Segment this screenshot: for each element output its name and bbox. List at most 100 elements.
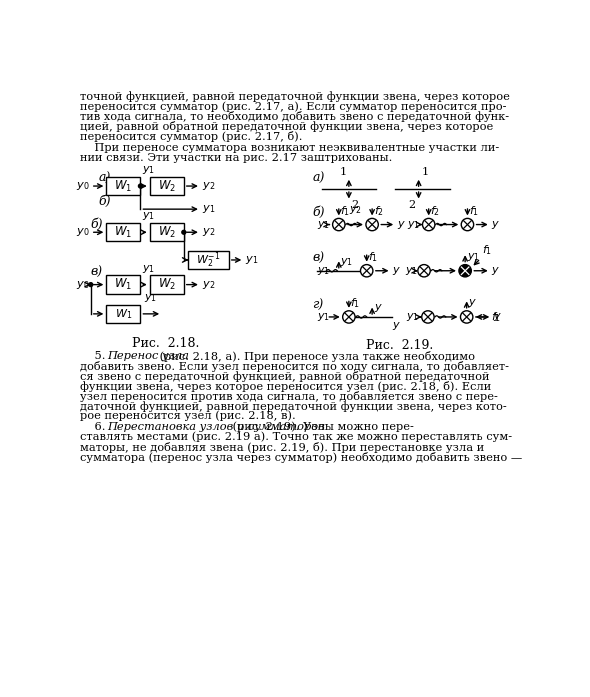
Text: 2: 2 (351, 200, 358, 210)
Text: $y_0$: $y_0$ (77, 180, 90, 192)
Text: $y_1$: $y_1$ (407, 311, 419, 323)
Text: сумматора (перенос узла через сумматор) необходимо добавить звено —: сумматора (перенос узла через сумматор) … (80, 452, 522, 463)
Text: $y_2$: $y_2$ (349, 204, 362, 216)
Text: $y_1$: $y_1$ (202, 203, 215, 215)
Text: $y$: $y$ (392, 320, 401, 332)
Text: г): г) (313, 298, 324, 312)
Text: $y$: $y$ (373, 302, 383, 314)
Text: нии связи. Эти участки на рис. 2.17 заштрихованы.: нии связи. Эти участки на рис. 2.17 зашт… (80, 153, 392, 163)
Text: б): б) (91, 218, 103, 231)
FancyBboxPatch shape (106, 223, 140, 241)
Circle shape (459, 265, 471, 277)
Text: $y_1$: $y_1$ (340, 256, 353, 268)
Text: $y_2$: $y_2$ (202, 180, 215, 192)
FancyBboxPatch shape (150, 275, 184, 294)
Text: в): в) (313, 252, 324, 266)
Text: Перестановка узлов и сумматоров: Перестановка узлов и сумматоров (107, 422, 325, 431)
Text: $W_1$: $W_1$ (114, 307, 132, 321)
Text: Рис.  2.18.: Рис. 2.18. (132, 337, 199, 350)
Circle shape (422, 218, 435, 231)
Text: тив хода сигнала, то необходимо добавить звено с передаточной функ-: тив хода сигнала, то необходимо добавить… (80, 112, 509, 123)
Text: $W_1$: $W_1$ (114, 178, 132, 194)
Text: $W_2$: $W_2$ (158, 277, 176, 292)
Text: а): а) (313, 172, 325, 185)
Text: $y_1$: $y_1$ (407, 219, 420, 231)
Text: рое переносится узел (рис. 2.18, в).: рое переносится узел (рис. 2.18, в). (80, 411, 296, 422)
Text: $y_2$: $y_2$ (202, 279, 215, 291)
Text: функции звена, через которое переносится узел (рис. 2.18, б). Если: функции звена, через которое переносится… (80, 381, 491, 392)
Text: Рис.  2.19.: Рис. 2.19. (366, 339, 433, 351)
Text: 1: 1 (422, 167, 429, 177)
Text: цией, равной обратной передаточной функции звена, через которое: цией, равной обратной передаточной функц… (80, 121, 493, 132)
FancyBboxPatch shape (188, 251, 229, 269)
Circle shape (461, 218, 474, 231)
Text: 6.: 6. (80, 422, 109, 431)
FancyBboxPatch shape (150, 223, 184, 241)
Text: даточной функцией, равной передаточной функции звена, через кото-: даточной функцией, равной передаточной ф… (80, 401, 507, 412)
Text: а): а) (99, 172, 111, 185)
Text: б): б) (99, 195, 111, 208)
Text: ся звено с передаточной функцией, равной обратной передаточной: ся звено с передаточной функцией, равной… (80, 371, 490, 382)
Circle shape (333, 218, 345, 231)
Text: $y_1$: $y_1$ (317, 311, 330, 323)
Circle shape (422, 311, 434, 323)
Text: $W_2$: $W_2$ (158, 178, 176, 194)
Text: $y_1$: $y_1$ (142, 164, 155, 176)
Text: $y$: $y$ (468, 297, 477, 309)
Text: $y$: $y$ (491, 219, 500, 231)
Text: переносится сумматор (рис. 2.17, а). Если сумматор переносится про-: переносится сумматор (рис. 2.17, а). Есл… (80, 101, 506, 112)
FancyBboxPatch shape (150, 177, 184, 195)
Text: 2: 2 (408, 200, 415, 210)
Circle shape (366, 218, 378, 231)
Text: 1: 1 (339, 167, 346, 177)
Text: (рис. 2.18, а). При переносе узла также необходимо: (рис. 2.18, а). При переносе узла также … (156, 351, 475, 362)
Text: $y_1$: $y_1$ (467, 251, 480, 263)
Text: $y_1$: $y_1$ (142, 263, 155, 275)
Text: $y_1$: $y_1$ (317, 265, 330, 277)
Text: в): в) (91, 266, 103, 279)
Circle shape (89, 283, 93, 286)
Text: $y_1$: $y_1$ (245, 254, 258, 266)
Text: (рис. 2.19). Узлы можно пере-: (рис. 2.19). Узлы можно пере- (229, 422, 414, 432)
FancyBboxPatch shape (106, 275, 140, 294)
Text: $y_0$: $y_0$ (77, 227, 90, 238)
Text: $y_0$: $y_0$ (77, 279, 90, 291)
Text: $y$: $y$ (397, 219, 406, 231)
Text: $f_1$: $f_1$ (482, 243, 492, 257)
Text: $W_1$: $W_1$ (114, 277, 132, 292)
Text: $y_1$: $y_1$ (142, 210, 155, 222)
Text: $y_2$: $y_2$ (202, 227, 215, 238)
FancyBboxPatch shape (106, 305, 140, 323)
Text: $W_2^{-1}$: $W_2^{-1}$ (196, 250, 221, 270)
Circle shape (343, 311, 355, 323)
Text: ставлять местами (рис. 2.19 а). Точно так же можно переставлять сум-: ставлять местами (рис. 2.19 а). Точно та… (80, 431, 512, 442)
Text: б): б) (313, 206, 325, 219)
Text: $y_1$: $y_1$ (317, 219, 330, 231)
Text: $f_2$: $f_2$ (430, 204, 440, 217)
Text: узел переносится против хода сигнала, то добавляется звено с пере-: узел переносится против хода сигнала, то… (80, 391, 498, 402)
Text: $f_1$: $f_1$ (340, 204, 350, 217)
Text: $f_1$: $f_1$ (469, 204, 479, 217)
Text: $y$: $y$ (493, 311, 502, 323)
Text: маторы, не добавляя звена (рис. 2.19, б). При перестановке узла и: маторы, не добавляя звена (рис. 2.19, б)… (80, 442, 484, 452)
FancyBboxPatch shape (106, 177, 140, 195)
Text: При переносе сумматора возникают неэквивалентные участки ли-: При переносе сумматора возникают неэквив… (80, 143, 499, 153)
Text: Перенос узла: Перенос узла (107, 351, 189, 361)
Text: $y_1$: $y_1$ (405, 265, 418, 277)
Text: $W_1$: $W_1$ (114, 224, 132, 240)
Text: $f_1$: $f_1$ (368, 250, 378, 263)
Text: $f_1$: $f_1$ (350, 296, 360, 310)
Text: $y_1$: $y_1$ (143, 292, 156, 304)
Circle shape (360, 265, 373, 277)
Text: $y$: $y$ (392, 265, 401, 277)
Circle shape (139, 184, 142, 188)
Text: $W_2$: $W_2$ (158, 224, 176, 240)
Circle shape (460, 311, 473, 323)
Text: $f_2$: $f_2$ (373, 204, 384, 217)
Text: точной функцией, равной передаточной функции звена, через которое: точной функцией, равной передаточной фун… (80, 91, 510, 102)
Text: $y$: $y$ (491, 265, 500, 277)
Text: переносится сумматор (рис. 2.17, б).: переносится сумматор (рис. 2.17, б). (80, 131, 303, 142)
Text: 5.: 5. (80, 351, 109, 361)
Text: $f_1$: $f_1$ (491, 310, 502, 324)
Circle shape (418, 265, 430, 277)
